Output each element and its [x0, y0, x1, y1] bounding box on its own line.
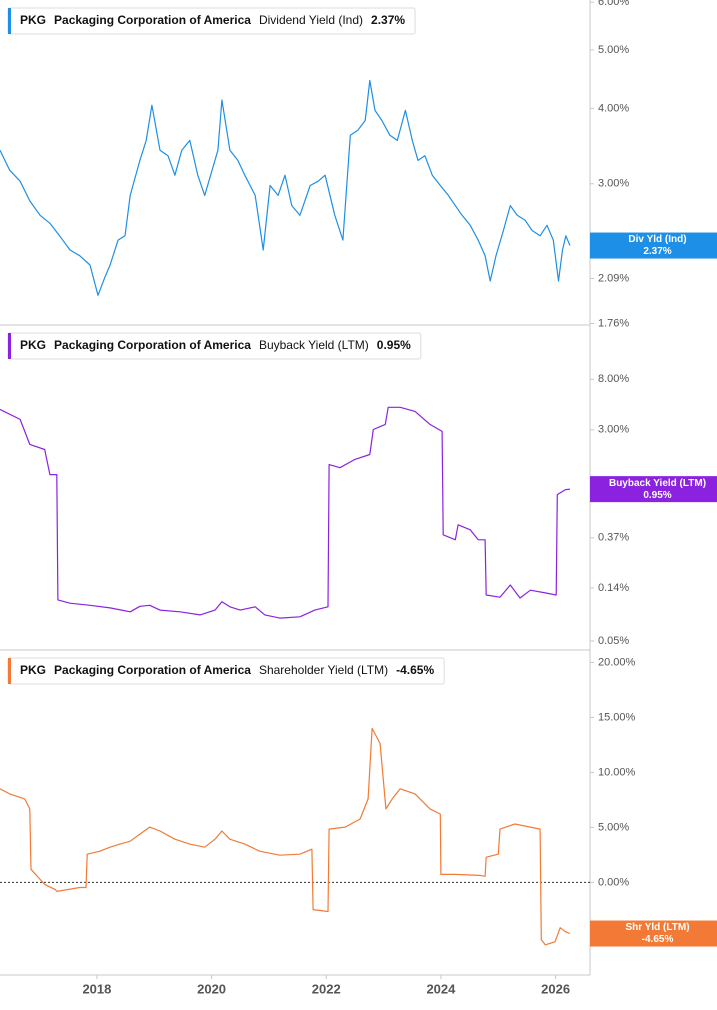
last-value-box [590, 920, 717, 947]
panel-header: PKG Packaging Corporation of America Share… [7, 657, 445, 685]
y-tick-label: 5.00% [598, 44, 629, 56]
header-ticker: PKG [20, 338, 46, 352]
header-metric: Shareholder Yield (LTM) [259, 663, 388, 677]
y-tick-label: 3.00% [598, 178, 629, 190]
y-tick-label: 10.00% [598, 766, 636, 778]
last-value-label: 0.95% [643, 490, 671, 501]
header-accent [8, 8, 11, 34]
y-tick-label: 0.37% [598, 532, 629, 544]
last-value-name: Shr Yld (LTM) [625, 922, 689, 933]
x-tick-label: 2018 [82, 981, 111, 996]
series-line [0, 79, 571, 296]
y-tick-label: 0.14% [598, 582, 629, 594]
y-tick-label: 6.00% [598, 0, 629, 8]
x-tick-label: 2022 [312, 981, 341, 996]
series-line [0, 727, 571, 946]
header-metric: Dividend Yield (Ind) [259, 13, 363, 27]
y-tick-label: 20.00% [598, 656, 636, 668]
x-tick-label: 2026 [541, 981, 570, 996]
header-company: Packaging Corporation of America [54, 13, 251, 27]
y-tick-label: 0.00% [598, 876, 629, 888]
y-tick-label: 15.00% [598, 711, 636, 723]
y-tick-label: 5.00% [598, 821, 629, 833]
header-metric: Buyback Yield (LTM) [259, 338, 369, 352]
y-tick-label: 4.00% [598, 102, 629, 114]
last-value-name: Div Yld (Ind) [628, 234, 686, 245]
last-value-label: -4.65% [642, 934, 674, 945]
last-value-box [590, 476, 717, 503]
header-accent [8, 333, 11, 359]
last-value-box [590, 232, 717, 259]
panel-header: PKG Packaging Corporation of America Divid… [7, 7, 416, 35]
x-tick-label: 2024 [426, 981, 456, 996]
header-current-label: 0.95% [377, 338, 411, 352]
last-value-label: 2.37% [643, 246, 671, 257]
series-line [0, 406, 570, 619]
header-company: Packaging Corporation of America [54, 663, 251, 677]
header-current-label: -4.65% [396, 663, 434, 677]
x-tick-label: 2020 [197, 981, 226, 996]
panel-header: PKG Packaging Corporation of America Buyba… [7, 332, 422, 360]
header-ticker: PKG [20, 663, 46, 677]
y-tick-label: 1.76% [598, 317, 629, 329]
last-value-name: Buyback Yield (LTM) [609, 478, 706, 489]
y-tick-label: 3.00% [598, 424, 629, 436]
header-company: Packaging Corporation of America [54, 338, 251, 352]
header-accent [8, 658, 11, 684]
y-tick-label: 0.05% [598, 635, 629, 647]
y-tick-label: 2.09% [598, 272, 629, 284]
y-tick-label: 8.00% [598, 373, 629, 385]
header-ticker: PKG [20, 13, 46, 27]
header-current-label: 2.37% [371, 13, 405, 27]
